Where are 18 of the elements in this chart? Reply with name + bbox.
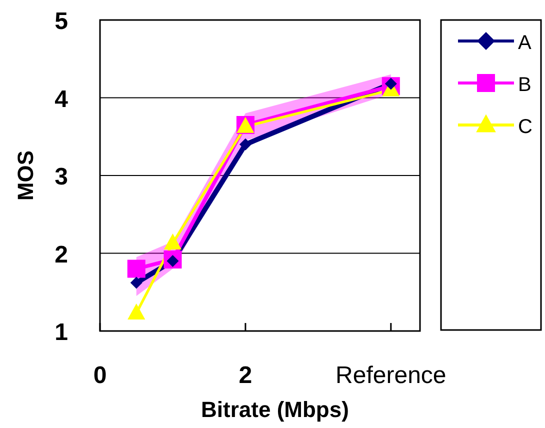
y-tick-label: 4 <box>54 86 69 113</box>
point <box>164 234 182 250</box>
point <box>239 138 252 150</box>
y-tick-label: 5 <box>54 8 68 35</box>
legend-label: C <box>518 116 532 138</box>
point <box>130 276 142 289</box>
legend-label: A <box>518 32 532 54</box>
legend-label: B <box>518 74 532 96</box>
x-axis-title: Bitrate (Mbps) <box>201 397 349 422</box>
point <box>128 304 146 320</box>
y-tick-label: 3 <box>54 164 68 190</box>
x-tick-label: 0 <box>93 362 107 389</box>
y-axis-title: MOS <box>13 150 38 201</box>
x-tick-label: Reference <box>336 362 446 389</box>
point <box>127 260 146 278</box>
x-tick-label: 2 <box>238 362 252 389</box>
y-tick-label: 1 <box>54 319 68 346</box>
y-tick-label: 2 <box>54 241 68 268</box>
